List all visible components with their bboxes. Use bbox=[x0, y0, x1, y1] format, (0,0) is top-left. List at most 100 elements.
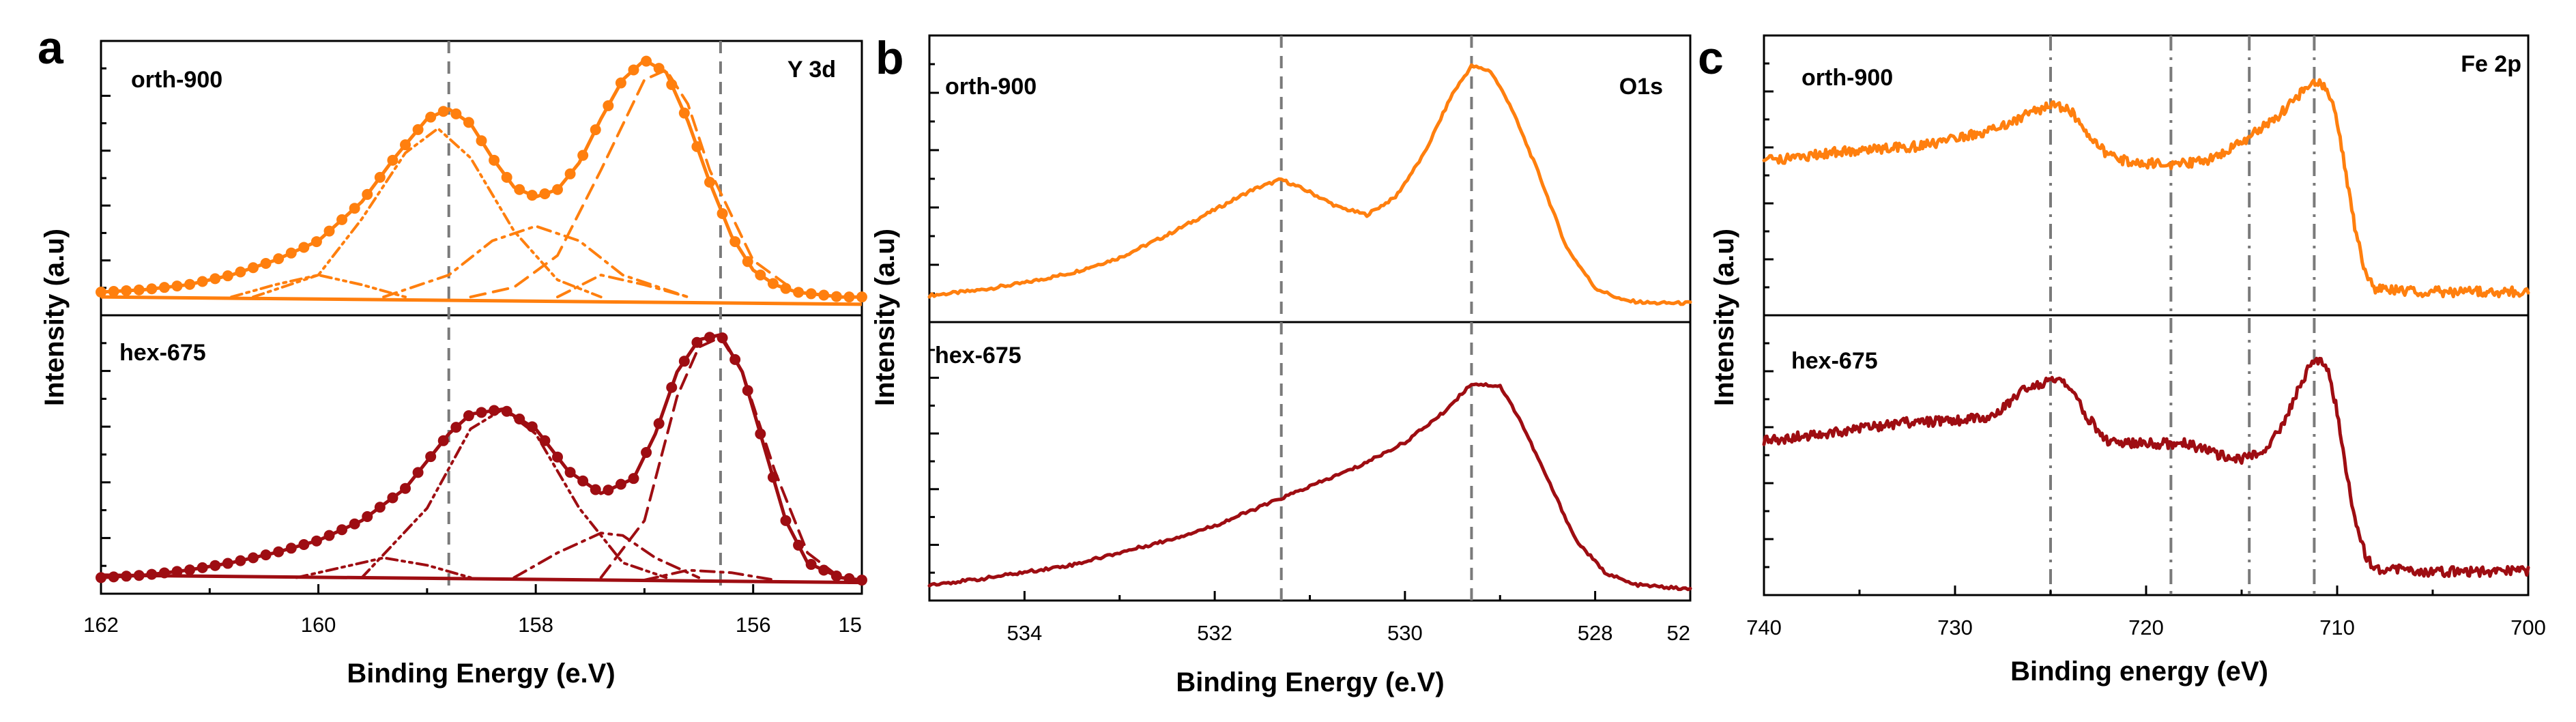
panel-c: c 740 730 720 710 700 orth-900 hex-675 Fe 2p… bbox=[1698, 32, 2546, 687]
data-point-a-0 bbox=[793, 287, 805, 298]
data-point-a-0 bbox=[539, 188, 551, 200]
x-tick-label-a: 162 bbox=[83, 613, 119, 637]
x-tick-label-b: 52 bbox=[1667, 621, 1690, 645]
data-point-a-0 bbox=[830, 291, 842, 302]
panel-b-label-hex: hex-675 bbox=[935, 343, 1022, 369]
data-point-a-1 bbox=[856, 575, 867, 586]
data-point-a-0 bbox=[323, 225, 335, 237]
data-point-a-0 bbox=[628, 64, 639, 76]
data-point-a-1 bbox=[805, 559, 817, 571]
panel-a-frame bbox=[100, 40, 863, 595]
panel-c-ylabel: Intensity (a.u) bbox=[1709, 229, 1739, 406]
data-point-a-1 bbox=[641, 447, 652, 459]
data-point-a-1 bbox=[780, 515, 792, 526]
series-a-0-2 bbox=[252, 127, 603, 299]
data-point-a-0 bbox=[121, 285, 132, 296]
panel-b: b 534 532 530 528 52 orth-900 hex-675 O1s Bi… bbox=[870, 32, 1692, 697]
x-tick-label-b: 530 bbox=[1387, 621, 1423, 645]
data-point-a-1 bbox=[437, 435, 449, 446]
data-point-a-1 bbox=[476, 407, 487, 418]
x-tick-label-c: 740 bbox=[1746, 616, 1782, 639]
data-point-a-0 bbox=[755, 269, 766, 280]
data-point-a-0 bbox=[767, 278, 779, 289]
data-point-a-0 bbox=[235, 266, 246, 278]
data-point-a-1 bbox=[349, 518, 360, 530]
data-point-a-0 bbox=[641, 55, 652, 67]
panel-c-xlabel: Binding energy (eV) bbox=[2010, 656, 2268, 687]
panel-a-ylabel: Intensity (a.u) bbox=[40, 229, 70, 406]
data-point-a-0 bbox=[184, 278, 196, 290]
data-point-a-1 bbox=[628, 473, 639, 485]
series-b-0-0 bbox=[927, 63, 1692, 306]
data-point-a-1 bbox=[463, 410, 474, 422]
x-tick-label-a: 15 bbox=[839, 613, 862, 637]
panel-b-xlabel: Binding Energy (e.V) bbox=[1176, 667, 1444, 697]
data-point-a-1 bbox=[222, 558, 233, 569]
data-point-a-0 bbox=[158, 282, 170, 293]
panel-letter-c: c bbox=[1698, 32, 1724, 84]
x-tick-label-b: 528 bbox=[1578, 621, 1613, 645]
data-point-a-0 bbox=[336, 214, 348, 225]
series-a-0-4 bbox=[230, 274, 407, 299]
data-point-a-0 bbox=[209, 273, 221, 285]
data-point-a-1 bbox=[400, 482, 411, 494]
data-point-a-0 bbox=[450, 108, 462, 119]
data-point-a-1 bbox=[96, 572, 106, 583]
data-point-a-1 bbox=[209, 560, 221, 571]
data-point-a-0 bbox=[577, 149, 589, 161]
data-point-a-1 bbox=[577, 475, 589, 487]
x-tick-label-c: 710 bbox=[2319, 616, 2355, 639]
data-point-a-0 bbox=[501, 171, 512, 183]
background-line-a-0 bbox=[100, 295, 863, 306]
x-tick-label-c: 720 bbox=[2128, 616, 2164, 639]
data-point-a-1 bbox=[298, 539, 310, 551]
data-point-a-1 bbox=[514, 414, 525, 425]
x-tick-label-c: 730 bbox=[1937, 616, 1973, 639]
data-point-a-1 bbox=[653, 418, 665, 429]
data-point-a-1 bbox=[273, 546, 285, 558]
data-point-a-0 bbox=[489, 154, 500, 166]
panel-a-label-hex: hex-675 bbox=[119, 340, 206, 366]
data-point-a-0 bbox=[729, 236, 741, 248]
series-a-0-3 bbox=[382, 225, 690, 299]
data-point-a-0 bbox=[526, 190, 538, 201]
data-point-a-1 bbox=[235, 555, 246, 566]
data-point-a-0 bbox=[362, 188, 373, 200]
data-point-a-1 bbox=[146, 568, 158, 580]
data-point-a-0 bbox=[437, 106, 449, 117]
data-point-a-1 bbox=[843, 573, 855, 584]
data-point-a-0 bbox=[590, 124, 601, 136]
data-point-a-0 bbox=[400, 139, 411, 151]
series-a-1-5 bbox=[643, 568, 777, 581]
panel-a-title: Y 3d bbox=[787, 57, 836, 83]
x-tick-label-c: 700 bbox=[2510, 616, 2546, 639]
data-point-a-1 bbox=[793, 539, 805, 551]
data-point-a-0 bbox=[603, 100, 614, 111]
data-point-a-1 bbox=[336, 524, 348, 536]
panel-b-ylabel: Intensity (a.u) bbox=[870, 229, 900, 406]
panel-letter-a: a bbox=[38, 22, 64, 74]
data-point-a-0 bbox=[818, 289, 830, 301]
data-point-a-1 bbox=[285, 543, 297, 554]
data-point-a-1 bbox=[425, 451, 437, 463]
series-c-0-0 bbox=[1762, 78, 2530, 299]
x-tick-label-a: 160 bbox=[301, 613, 336, 637]
data-point-a-1 bbox=[678, 356, 690, 367]
data-point-a-1 bbox=[412, 467, 424, 478]
panel-a: a 162 160 158 156 15 orth-900 hex-675 Y 3d B… bbox=[38, 22, 867, 689]
data-point-a-0 bbox=[742, 256, 753, 268]
data-point-a-0 bbox=[552, 184, 563, 195]
data-point-a-1 bbox=[310, 535, 322, 547]
data-point-a-0 bbox=[678, 107, 690, 119]
data-point-a-1 bbox=[615, 478, 626, 490]
data-point-a-1 bbox=[374, 502, 386, 513]
data-point-a-1 bbox=[108, 571, 119, 583]
data-point-a-1 bbox=[666, 381, 678, 393]
data-point-a-0 bbox=[133, 284, 145, 295]
data-point-a-0 bbox=[349, 203, 360, 214]
x-tick-label-a: 156 bbox=[736, 613, 771, 637]
series-b-1-0 bbox=[927, 382, 1692, 592]
data-point-a-1 bbox=[248, 552, 259, 564]
data-point-a-0 bbox=[310, 236, 322, 248]
series-a-1-0 bbox=[99, 333, 864, 582]
